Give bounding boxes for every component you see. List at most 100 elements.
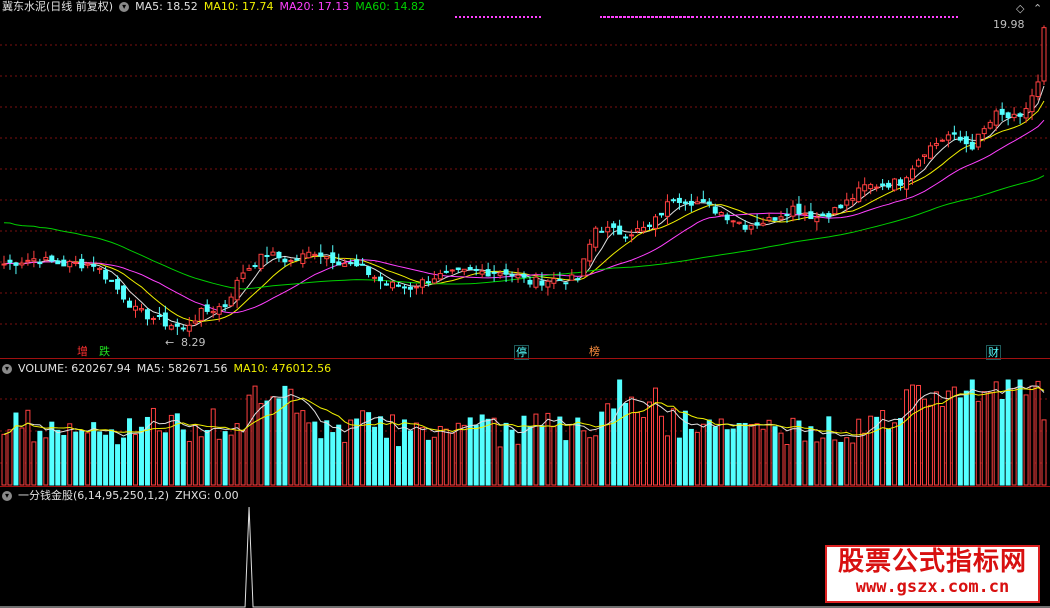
volume-bar[interactable] xyxy=(25,409,31,486)
candle-body[interactable] xyxy=(156,314,162,317)
diamond-icon[interactable]: ◇ xyxy=(1016,2,1025,15)
volume-bar[interactable] xyxy=(599,411,605,486)
volume-bar[interactable] xyxy=(67,423,73,486)
volume-bar[interactable] xyxy=(1035,380,1041,486)
volume-bar[interactable] xyxy=(527,425,533,486)
volume-bar[interactable] xyxy=(19,427,25,486)
volume-bar[interactable] xyxy=(850,442,856,486)
volume-bar[interactable] xyxy=(503,422,509,486)
volume-bar[interactable] xyxy=(449,432,455,486)
nav-up-icon[interactable]: ⌃ xyxy=(1033,2,1043,15)
volume-bar[interactable] xyxy=(384,437,390,486)
candle-body[interactable] xyxy=(694,201,700,205)
candle-body[interactable] xyxy=(198,307,204,321)
candle-body[interactable] xyxy=(270,251,276,256)
candle-body[interactable] xyxy=(808,211,814,220)
volume-bar[interactable] xyxy=(270,396,276,486)
candle-body[interactable] xyxy=(366,266,372,276)
candle-body[interactable] xyxy=(282,258,288,263)
price-chart[interactable] xyxy=(0,0,1050,358)
volume-bar[interactable] xyxy=(957,397,963,486)
volume-bar[interactable] xyxy=(999,398,1005,486)
candle-body[interactable] xyxy=(461,268,467,272)
candle-body[interactable] xyxy=(491,271,497,274)
volume-bar[interactable] xyxy=(401,419,407,486)
candle-body[interactable] xyxy=(443,270,449,273)
candle-body[interactable] xyxy=(204,304,210,312)
candle-body[interactable] xyxy=(97,267,103,271)
candle-body[interactable] xyxy=(222,304,228,308)
volume-bar[interactable] xyxy=(605,403,611,486)
volume-bar[interactable] xyxy=(360,410,366,486)
candle-body[interactable] xyxy=(342,263,348,267)
volume-bar[interactable] xyxy=(390,414,396,486)
volume-bar[interactable] xyxy=(73,431,79,486)
volume-bar[interactable] xyxy=(461,424,467,486)
volume-bar[interactable] xyxy=(354,418,360,486)
chevron-down-icon[interactable]: ▾ xyxy=(2,491,12,501)
candle-body[interactable] xyxy=(1035,81,1041,98)
candle-body[interactable] xyxy=(228,296,234,307)
candle-body[interactable] xyxy=(168,325,174,330)
volume-bar[interactable] xyxy=(969,379,975,486)
candle-body[interactable] xyxy=(820,213,826,217)
candle-body[interactable] xyxy=(880,183,886,186)
candle-body[interactable] xyxy=(115,279,121,290)
candle-body[interactable] xyxy=(772,217,778,221)
volume-bar[interactable] xyxy=(282,385,288,486)
volume-bar[interactable] xyxy=(366,412,372,486)
volume-bar[interactable] xyxy=(533,413,539,486)
candle-body[interactable] xyxy=(664,201,670,217)
candle-body[interactable] xyxy=(1029,95,1035,113)
candle-body[interactable] xyxy=(910,168,916,180)
candle-body[interactable] xyxy=(1017,113,1023,117)
candle-body[interactable] xyxy=(67,260,73,268)
candle-body[interactable] xyxy=(981,128,987,135)
volume-bar[interactable] xyxy=(132,434,138,486)
candle-body[interactable] xyxy=(712,206,718,214)
candle-body[interactable] xyxy=(730,220,736,223)
candle-body[interactable] xyxy=(915,159,921,167)
volume-bar[interactable] xyxy=(306,422,312,486)
volume-bar[interactable] xyxy=(210,408,216,486)
volume-bar[interactable] xyxy=(742,422,748,486)
volume-bar[interactable] xyxy=(192,424,198,486)
candle-body[interactable] xyxy=(551,278,557,284)
volume-bar[interactable] xyxy=(933,391,939,486)
candle-body[interactable] xyxy=(234,279,240,301)
candle-body[interactable] xyxy=(425,281,431,284)
candle-body[interactable] xyxy=(19,262,25,266)
volume-bar[interactable] xyxy=(121,437,127,486)
volume-bar[interactable] xyxy=(115,444,121,486)
candle-body[interactable] xyxy=(240,272,246,279)
candle-body[interactable] xyxy=(1011,113,1017,119)
volume-bar[interactable] xyxy=(425,439,431,486)
volume-bar[interactable] xyxy=(718,418,724,486)
candle-body[interactable] xyxy=(216,306,222,315)
candle-body[interactable] xyxy=(945,134,951,141)
volume-bar[interactable] xyxy=(144,416,150,486)
candle-body[interactable] xyxy=(957,136,963,141)
volume-bar[interactable] xyxy=(37,430,43,486)
candle-body[interactable] xyxy=(856,187,862,203)
event-tag[interactable]: 跌 xyxy=(99,345,110,358)
candle-body[interactable] xyxy=(127,300,133,308)
volume-bar[interactable] xyxy=(222,431,228,486)
volume-bar[interactable] xyxy=(814,441,820,486)
candle-body[interactable] xyxy=(993,110,999,126)
volume-bar[interactable] xyxy=(294,412,300,486)
candle-body[interactable] xyxy=(539,280,545,286)
volume-bar[interactable] xyxy=(898,417,904,486)
volume-bar[interactable] xyxy=(7,429,13,486)
volume-bar[interactable] xyxy=(515,443,521,486)
candle-body[interactable] xyxy=(658,212,664,216)
candle-body[interactable] xyxy=(79,258,85,269)
candle-body[interactable] xyxy=(192,320,198,324)
candle-body[interactable] xyxy=(258,253,264,269)
candle-body[interactable] xyxy=(276,251,282,259)
volume-bar[interactable] xyxy=(987,392,993,486)
volume-bar[interactable] xyxy=(204,430,210,486)
volume-bar[interactable] xyxy=(168,414,174,486)
candle-body[interactable] xyxy=(892,178,898,191)
volume-bar[interactable] xyxy=(324,420,330,486)
